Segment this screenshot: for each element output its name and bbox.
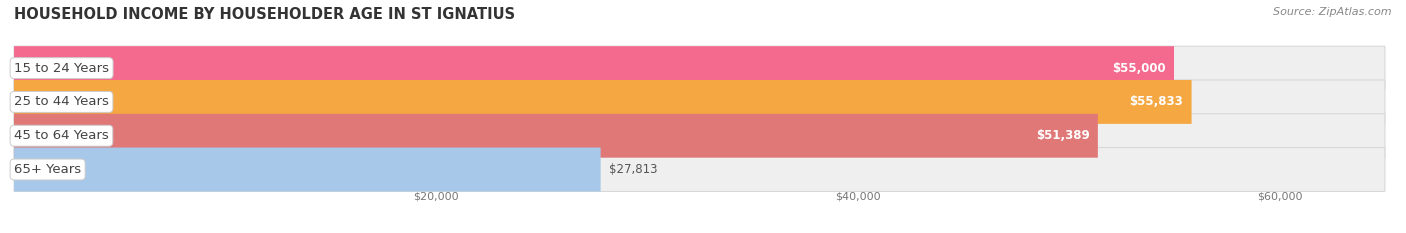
FancyBboxPatch shape [14,114,1098,158]
Text: Source: ZipAtlas.com: Source: ZipAtlas.com [1274,7,1392,17]
Text: 45 to 64 Years: 45 to 64 Years [14,129,108,142]
Text: $51,389: $51,389 [1036,129,1090,142]
Text: 15 to 24 Years: 15 to 24 Years [14,62,110,75]
FancyBboxPatch shape [14,80,1385,124]
Text: 25 to 44 Years: 25 to 44 Years [14,96,108,108]
FancyBboxPatch shape [14,46,1174,90]
FancyBboxPatch shape [14,46,1385,90]
FancyBboxPatch shape [14,114,1385,158]
FancyBboxPatch shape [14,80,1191,124]
Text: $27,813: $27,813 [609,163,658,176]
Text: HOUSEHOLD INCOME BY HOUSEHOLDER AGE IN ST IGNATIUS: HOUSEHOLD INCOME BY HOUSEHOLDER AGE IN S… [14,7,515,22]
FancyBboxPatch shape [14,147,600,192]
Text: $55,833: $55,833 [1129,96,1182,108]
FancyBboxPatch shape [14,147,1385,192]
Text: $55,000: $55,000 [1112,62,1166,75]
Text: 65+ Years: 65+ Years [14,163,82,176]
